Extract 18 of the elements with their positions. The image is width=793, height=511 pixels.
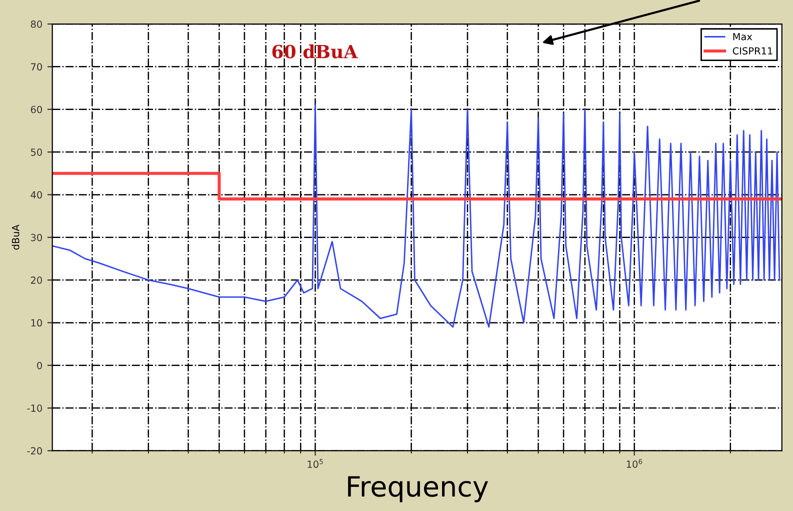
y-tick-label: 70 — [31, 63, 42, 71]
legend-label: Max — [733, 33, 752, 40]
y-tick-label: 50 — [30, 148, 42, 156]
y-tick-label: 0 — [37, 362, 42, 370]
y-tick-label: 30 — [30, 234, 42, 242]
y-tick-label: 80 — [30, 20, 42, 28]
annotation: 60 dBuA — [272, 44, 358, 58]
x-tick-label: 10$^{5}$ — [308, 459, 323, 468]
y-axis-title: dBuA — [12, 224, 20, 250]
legend-label: CISPR11 — [732, 47, 772, 55]
y-tick-label: 60 — [30, 106, 42, 114]
y-tick-label: -20 — [27, 447, 42, 455]
y-tick-label: 40 — [30, 191, 42, 199]
y-tick-label: 20 — [30, 276, 42, 284]
y-tick-label: 10 — [31, 319, 42, 327]
y-tick-label: -10 — [27, 404, 42, 412]
x-axis-title: Frequency — [348, 476, 488, 502]
x-tick-label: 10$^{6}$ — [626, 458, 642, 468]
